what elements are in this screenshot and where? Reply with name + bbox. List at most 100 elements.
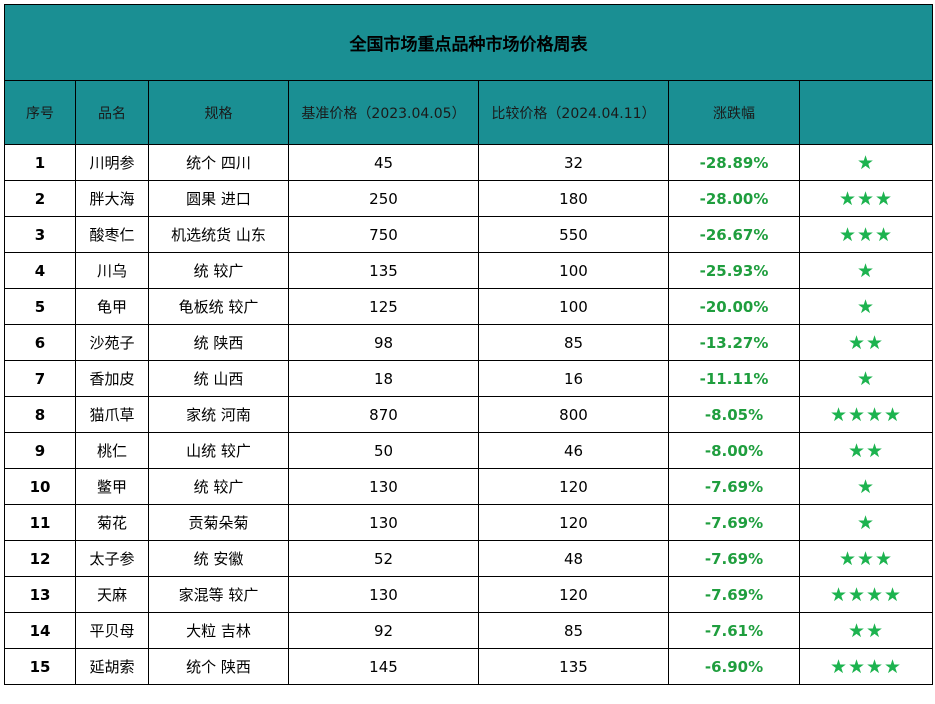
cell-change: -28.89% (668, 144, 800, 181)
star-rating: ★★★★ (798, 396, 934, 433)
cell-index: 3 (4, 216, 76, 253)
star-rating: ★★★ (798, 216, 934, 253)
cell-spec: 大粒 吉林 (148, 612, 289, 649)
cell-base-price: 125 (288, 288, 479, 325)
table-row: 4 川乌统 较广 135 100 -25.93% ★ (4, 252, 934, 289)
cell-spec: 机选统货 山东 (148, 216, 289, 253)
table-row: 12 太子参统 安徽 52 48 -7.69% ★★★ (4, 540, 934, 577)
cell-change: -20.00% (668, 288, 800, 325)
cell-name: 沙苑子 (75, 324, 149, 361)
header-base-price: 基准价格（2023.04.05） (288, 80, 479, 145)
cell-index: 8 (4, 396, 76, 433)
cell-index: 7 (4, 360, 76, 397)
header-name: 品名 (75, 80, 149, 145)
cell-base-price: 870 (288, 396, 479, 433)
header-spec: 规格 (148, 80, 289, 145)
star-rating: ★★ (798, 612, 934, 649)
cell-name: 川明参 (75, 144, 149, 181)
cell-change: -7.69% (668, 504, 800, 541)
cell-compare-price: 135 (478, 648, 669, 685)
cell-index: 13 (4, 576, 76, 613)
cell-change: -7.69% (668, 540, 800, 577)
cell-compare-price: 100 (478, 288, 669, 325)
cell-spec: 统 山西 (148, 360, 289, 397)
table-row: 3 酸枣仁 机选统货 山东 750 550 -26.67% ★★★ (4, 216, 934, 253)
cell-spec: 统个 四川 (148, 144, 289, 181)
cell-spec: 统 安徽 (148, 540, 289, 577)
header-change: 涨跌幅 (668, 80, 800, 145)
cell-base-price: 52 (288, 540, 479, 577)
cell-name: 川乌 (75, 252, 149, 289)
star-rating: ★★ (798, 432, 934, 469)
cell-name: 延胡索 (75, 648, 149, 685)
cell-index: 2 (4, 180, 76, 217)
cell-base-price: 98 (288, 324, 479, 361)
cell-compare-price: 46 (478, 432, 669, 469)
star-rating: ★ (798, 144, 934, 181)
cell-name: 香加皮 (75, 360, 149, 397)
cell-index: 9 (4, 432, 76, 469)
cell-index: 5 (4, 288, 76, 325)
cell-compare-price: 550 (478, 216, 669, 253)
header-compare-price: 比较价格（2024.04.11） (478, 80, 669, 145)
cell-change: -25.93% (668, 252, 800, 289)
cell-base-price: 145 (288, 648, 479, 685)
cell-change: -8.00% (668, 432, 800, 469)
cell-index: 4 (4, 252, 76, 289)
cell-spec: 圆果 进口 (148, 180, 289, 217)
table-row: 2 胖大海 圆果 进口 250 180 -28.00% ★★★ (4, 180, 934, 217)
cell-name: 太子参 (75, 540, 149, 577)
cell-compare-price: 32 (478, 144, 669, 181)
star-rating: ★ (798, 360, 934, 397)
cell-compare-price: 180 (478, 180, 669, 217)
cell-name: 平贝母 (75, 612, 149, 649)
table-row: 10 鳖甲统 较广 130 120 -7.69% ★ (4, 468, 934, 505)
cell-base-price: 130 (288, 576, 479, 613)
cell-name: 龟甲 (75, 288, 149, 325)
cell-compare-price: 16 (478, 360, 669, 397)
table-row: 13 天麻 家混等 较广 130 120 -7.69% ★★★★ (4, 576, 934, 613)
cell-base-price: 45 (288, 144, 479, 181)
price-table-sheet: 全国市场重点品种市场价格周表 序号 品名 规格 基准价格（2023.04.05）… (3, 4, 934, 685)
cell-spec: 龟板统 较广 (148, 288, 289, 325)
star-rating: ★ (798, 468, 934, 505)
cell-spec: 统 较广 (148, 468, 289, 505)
cell-spec: 家混等 较广 (148, 576, 289, 613)
table-row: 11 菊花 贡菊朵菊 130 120 -7.69% ★ (4, 504, 934, 541)
cell-base-price: 18 (288, 360, 479, 397)
cell-name: 桃仁 (75, 432, 149, 469)
cell-compare-price: 800 (478, 396, 669, 433)
cell-spec: 统 较广 (148, 252, 289, 289)
star-rating: ★★★ (798, 540, 934, 577)
cell-base-price: 50 (288, 432, 479, 469)
cell-base-price: 130 (288, 468, 479, 505)
table-row: 7 香加皮统 山西 18 16 -11.11% ★ (4, 360, 934, 397)
cell-spec: 家统 河南 (148, 396, 289, 433)
cell-name: 猫爪草 (75, 396, 149, 433)
table-row: 5 龟甲 龟板统 较广 125 100 -20.00% ★ (4, 288, 934, 325)
cell-base-price: 135 (288, 252, 479, 289)
cell-spec: 统个 陕西 (148, 648, 289, 685)
cell-base-price: 250 (288, 180, 479, 217)
cell-index: 12 (4, 540, 76, 577)
cell-change: -28.00% (668, 180, 800, 217)
cell-change: -7.69% (668, 468, 800, 505)
cell-name: 菊花 (75, 504, 149, 541)
cell-change: -7.61% (668, 612, 800, 649)
table-row: 15 延胡索 统个 陕西 145 135 -6.90% ★★★★ (4, 648, 934, 685)
star-rating: ★ (798, 252, 934, 289)
cell-compare-price: 120 (478, 468, 669, 505)
cell-index: 10 (4, 468, 76, 505)
star-rating: ★ (798, 288, 934, 325)
cell-spec: 山统 较广 (148, 432, 289, 469)
cell-index: 11 (4, 504, 76, 541)
cell-compare-price: 100 (478, 252, 669, 289)
star-rating: ★★★★ (798, 576, 934, 613)
cell-base-price: 750 (288, 216, 479, 253)
cell-change: -13.27% (668, 324, 800, 361)
cell-name: 胖大海 (75, 180, 149, 217)
cell-base-price: 130 (288, 504, 479, 541)
cell-spec: 统 陕西 (148, 324, 289, 361)
table-row: 1 川明参 统个 四川 45 32 -28.89% ★ (4, 144, 934, 181)
table-row: 8 猫爪草 家统 河南 870 800 -8.05% ★★★★ (4, 396, 934, 433)
